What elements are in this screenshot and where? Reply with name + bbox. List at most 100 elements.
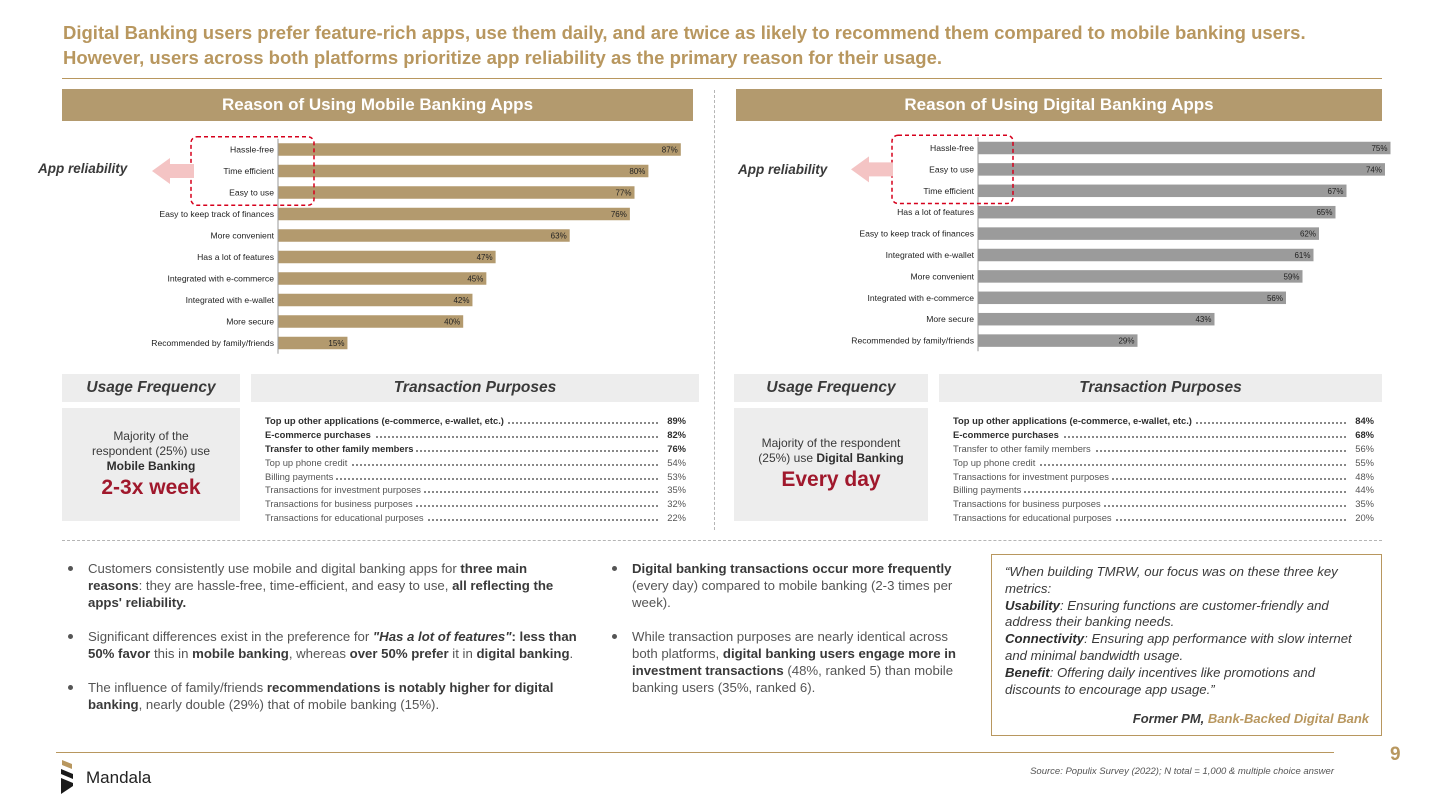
chart0-bar (278, 272, 487, 285)
dot-leader (265, 449, 658, 452)
transaction-value: 54% (663, 455, 686, 470)
dot-leader (953, 519, 1346, 522)
chart0-bar (278, 315, 464, 328)
digital-transactions-title: Transaction Purposes (939, 374, 1382, 402)
transaction-row: Billing payments 53% (265, 469, 686, 484)
transaction-row: Transactions for investment purposes 48% (953, 469, 1374, 484)
insights-middle: Digital banking transactions occur more … (606, 560, 970, 713)
chart1-category-label: Recommended by family/friends (851, 336, 974, 346)
chart1-value-label: 65% (1316, 208, 1332, 217)
chart0-category-label: Recommended by family/friends (151, 338, 274, 348)
digital-reasons-chart: Hassle-free 75% Easy to use 74% Time efficie… (851, 134, 1391, 352)
chart0-value-label: 87% (662, 146, 678, 155)
transaction-row: E-commerce purchases 68% (953, 427, 1374, 442)
dot-leader (265, 491, 658, 494)
chart1-value-label: 29% (1118, 337, 1134, 346)
transaction-label: Transfer to other family members (265, 441, 417, 456)
transaction-value: 76% (663, 441, 686, 456)
chart1-bar (978, 205, 1336, 219)
chart1-category-label: Time efficient (923, 186, 974, 196)
transaction-row: Transfer to other family members 56% (953, 441, 1374, 456)
mobile-usage-line1: Majority of the (113, 428, 189, 443)
mobile-transactions-title: Transaction Purposes (251, 374, 699, 402)
transaction-label: Transactions for business purposes (265, 497, 416, 512)
chart0-value-label: 45% (467, 275, 483, 284)
chart0-bar (278, 229, 570, 242)
dot-leader (265, 519, 658, 522)
chart1-value-label: 59% (1283, 272, 1299, 281)
horizontal-dashed-divider (62, 540, 1382, 541)
digital-chart-header: Reason of Using Digital Banking Apps (736, 89, 1382, 121)
chart1-bar (978, 270, 1303, 283)
chart0-value-label: 80% (629, 167, 645, 176)
transaction-value: 48% (1351, 469, 1374, 484)
chart1-category-label: Hassle-free (930, 143, 974, 153)
chart1-value-label: 61% (1294, 251, 1310, 260)
chart1-left-arrow-icon (851, 156, 893, 183)
transaction-label: Billing payments (953, 483, 1025, 498)
transaction-value: 35% (663, 483, 686, 498)
chart0-value-label: 77% (615, 189, 631, 198)
transaction-value: 84% (1351, 414, 1374, 428)
digital-usage-line1: Majority of the respondent (761, 436, 901, 450)
digital-usage-title: Usage Frequency (734, 374, 928, 402)
digital-transactions-list: Top up other applications (e-commerce, e… (953, 414, 1374, 526)
chart1-category-label: Easy to keep track of finances (859, 229, 974, 239)
digital-usage-box: Majority of the respondent (25%) use Dig… (734, 408, 928, 521)
brand-name: Mandala (86, 768, 152, 787)
dot-leader (953, 449, 1346, 452)
chart1-category-label: Has a lot of features (897, 207, 974, 217)
transaction-label: Top up other applications (e-commerce, e… (953, 414, 1195, 428)
dot-leader (953, 491, 1346, 494)
transaction-value: 35% (1351, 497, 1374, 512)
chart1-value-label: 74% (1366, 165, 1382, 174)
chart1-bar (978, 184, 1347, 198)
top-divider (62, 78, 1382, 79)
insight-bullet: The influence of family/friends recommen… (62, 679, 582, 713)
dot-leader (265, 463, 658, 466)
chart0-value-label: 63% (551, 232, 567, 241)
chart0-value-label: 15% (328, 339, 344, 348)
chart1-value-label: 75% (1371, 144, 1387, 153)
mobile-chart-header: Reason of Using Mobile Banking Apps (62, 89, 693, 121)
chart0-category-label: Integrated with e-commerce (167, 274, 274, 284)
transaction-value: 22% (663, 511, 686, 526)
source-note: Source: Populix Survey (2022); N total =… (1030, 766, 1334, 777)
expert-quote: “When building TMRW, our focus was on th… (991, 554, 1382, 736)
mobile-usage-frequency: 2-3x week (101, 475, 201, 499)
dot-leader (953, 477, 1346, 480)
insight-bullet: Digital banking transactions occur more … (606, 560, 970, 611)
chart0-value-label: 47% (477, 253, 493, 262)
dot-leader (953, 463, 1346, 466)
chart0-category-label: Has a lot of features (197, 252, 274, 262)
chart0-highlight-box (190, 136, 315, 206)
transaction-label: Transactions for investment purposes (953, 469, 1112, 484)
transaction-value: 32% (663, 497, 686, 512)
transaction-value: 44% (1351, 483, 1374, 498)
transaction-row: Top up phone credit 55% (953, 455, 1374, 470)
chart1-bar (978, 248, 1314, 262)
chart1-category-label: More secure (926, 314, 974, 324)
transaction-row: Transactions for investment purposes 35% (265, 483, 686, 498)
transaction-row: Top up phone credit 54% (265, 455, 686, 470)
chart1-bar (978, 334, 1138, 347)
chart0-category-label: Integrated with e-wallet (186, 295, 275, 305)
transaction-value: 56% (1351, 441, 1374, 456)
transaction-row: Transactions for business purposes 32% (265, 497, 686, 512)
chart0-category-label: More convenient (210, 231, 274, 241)
chart1-value-label: 56% (1267, 294, 1283, 303)
quote-text: “When building TMRW, our focus was on th… (1005, 564, 1352, 697)
chart1-bar (978, 141, 1391, 155)
transaction-label: Transfer to other family members (953, 441, 1094, 456)
mobile-reasons-chart: Hassle-free 87% Time efficient 80% Easy to u… (151, 136, 681, 354)
transaction-row: E-commerce purchases 82% (265, 427, 686, 442)
chart0-bar (278, 293, 473, 307)
chart0-bar (278, 164, 649, 178)
transaction-row: Transactions for educational purposes 22% (265, 511, 686, 526)
chart0-bar (278, 336, 348, 350)
transaction-label: E-commerce purchases (265, 427, 374, 442)
chart1-category-label: More convenient (910, 271, 974, 281)
dot-leader (265, 477, 658, 480)
transaction-value: 68% (1351, 427, 1374, 442)
transaction-value: 89% (663, 414, 686, 428)
